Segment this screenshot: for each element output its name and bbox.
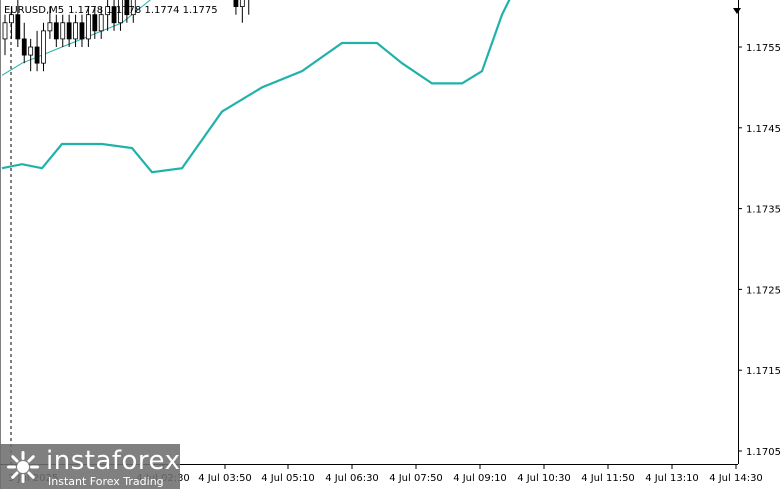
candle <box>124 0 130 23</box>
candle-body <box>28 46 34 56</box>
x-tick-label: 4 Jul 06:30 <box>325 473 379 484</box>
candle-body <box>105 6 111 16</box>
candle-body <box>9 14 14 24</box>
ohlc-readout: 1.1778 1.1778 1.1774 1.1775 <box>68 5 218 16</box>
x-tick-label: 4 Jul 03:50 <box>198 473 252 484</box>
candle <box>2 14 8 56</box>
x-tick-label: 4 Jul 09:10 <box>453 473 507 484</box>
candle <box>9 6 14 39</box>
bollinger-lower-line <box>1 0 511 174</box>
y-tick-label: 1.1725 <box>746 285 781 296</box>
y-tick-label: 1.1715 <box>746 366 781 377</box>
candle <box>233 0 239 15</box>
candle-body <box>66 22 72 40</box>
candle-body <box>239 0 245 8</box>
logo-name: instaforex <box>46 446 181 476</box>
candle-body <box>2 22 8 40</box>
candle <box>34 30 40 72</box>
candle-body <box>53 22 59 40</box>
y-tick-label: 1.1705 <box>746 447 781 458</box>
candle-body <box>118 0 123 24</box>
chart-header: EURUSD,M5 1.1778 1.1778 1.1774 1.1775 <box>4 5 218 16</box>
candle-body <box>98 14 104 32</box>
symbol-label: EURUSD,M5 <box>4 5 64 16</box>
candle-body <box>21 38 27 56</box>
x-tick-label: 4 Jul 05:10 <box>261 473 315 484</box>
candle-body <box>73 22 78 40</box>
candle <box>92 6 98 39</box>
x-tick-label: 4 Jul 13:10 <box>645 473 699 484</box>
instaforex-logo: instaforex Instant Forex Trading <box>0 444 180 489</box>
x-tick-label: 4 Jul 11:50 <box>581 473 635 484</box>
candle-body <box>124 0 130 16</box>
candle <box>239 0 245 23</box>
candle-body <box>41 30 46 64</box>
candle <box>105 0 111 31</box>
candle <box>73 14 78 47</box>
candle-body <box>111 6 117 24</box>
instaforex-logo-icon <box>7 451 39 483</box>
logo-tagline: Instant Forex Trading <box>48 475 164 488</box>
candle-body <box>47 22 53 32</box>
candle-body <box>15 14 21 40</box>
candle <box>60 14 66 47</box>
candle-body <box>233 0 239 8</box>
candle <box>53 14 59 47</box>
candle <box>130 0 136 23</box>
scroll-triangle-icon[interactable] <box>733 8 741 14</box>
y-tick-label: 1.1745 <box>746 124 781 135</box>
candle <box>85 6 91 47</box>
candle-body <box>60 22 66 40</box>
candles <box>2 0 250 72</box>
price-axis: 1.18251.18151.18051.17951.17851.17751.17… <box>738 43 781 458</box>
y-tick-label: 1.1735 <box>746 205 781 216</box>
candle <box>66 14 72 47</box>
y-tick-label: 1.1755 <box>746 43 781 54</box>
candle <box>15 0 21 47</box>
candle <box>21 22 27 64</box>
candle-body <box>85 14 91 40</box>
x-tick-label: 4 Jul 07:50 <box>389 473 443 484</box>
candle-body <box>92 14 98 32</box>
candle <box>79 14 85 47</box>
x-tick-label: 4 Jul 14:30 <box>709 473 763 484</box>
candle <box>118 0 123 31</box>
candle <box>41 22 46 72</box>
candle <box>47 6 53 39</box>
x-tick-label: 4 Jul 10:30 <box>517 473 571 484</box>
candle <box>111 0 117 31</box>
candle-body <box>130 0 136 16</box>
candle <box>98 6 104 39</box>
candle <box>248 0 250 15</box>
candle-body <box>79 22 85 40</box>
candle <box>28 38 34 72</box>
candle-body <box>34 46 40 64</box>
